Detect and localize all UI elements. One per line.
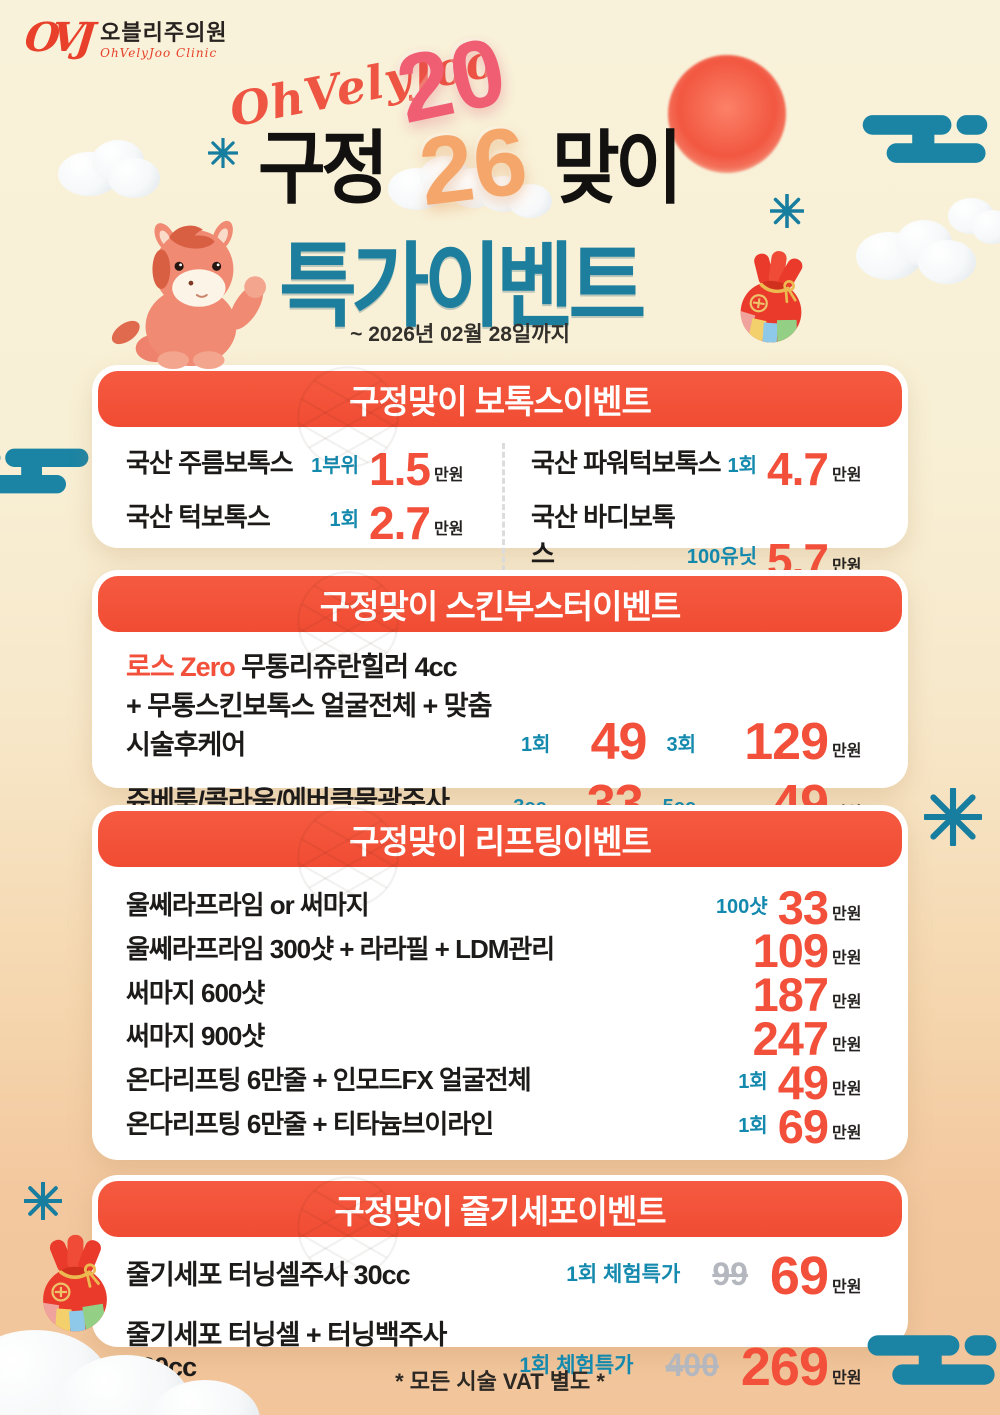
price-row: 온다리프팅 6만줄 + 인모드FX 얼굴전체 1회 49 만원: [126, 1055, 878, 1109]
item-price: 33: [777, 880, 829, 934]
item-unit: 3회: [666, 734, 696, 757]
item-price: 109: [752, 924, 829, 978]
price-row: 울쎄라프라임 or 써마지 100샷 33 만원: [126, 880, 878, 934]
price-row: 국산 파워턱보톡스 1회 4.7 만원: [531, 442, 878, 495]
item-price: 49: [777, 1055, 829, 1109]
item-unit: 1회: [738, 1114, 768, 1137]
hero-title-post: 맞이: [552, 124, 683, 213]
lucky-bag-icon: [721, 242, 824, 354]
section-card-botox: 구정맞이 보톡스이벤트 국산 주름보톡스 1부위 1.5 만원 국산 턱보톡스 …: [92, 365, 908, 583]
item-old-price: 400: [665, 1347, 719, 1383]
section-header: 구정맞이 리프팅이벤트: [98, 811, 902, 867]
item-old-price: 99: [712, 1256, 748, 1292]
price-suffix: 만원: [832, 1279, 862, 1296]
price-suffix: 만원: [832, 993, 862, 1011]
item-name: 온다리프팅 6만줄 + 인모드FX 얼굴전체: [126, 1065, 532, 1096]
section-card-skinbooster: 구정맞이 스킨부스터이벤트 로스 Zero 무통리쥬란힐러 4cc + 무통스킨…: [92, 570, 908, 830]
item-price: 269: [740, 1337, 829, 1398]
section-title: 구정맞이 리프팅이벤트: [349, 823, 652, 860]
item-name: 울쎄라프라임 300샷 + 라라필 + LDM관리: [126, 933, 555, 964]
item-unit: 100유닛: [686, 546, 758, 568]
price-list: 국산 주름보톡스 1부위 1.5 만원 국산 턱보톡스 1회 2.7 만원 국산…: [92, 427, 908, 594]
clinic-name-en: OhVelyJoo Clinic: [100, 46, 218, 60]
price-suffix: 만원: [832, 1370, 862, 1387]
item-unit: 1회 체험특가: [519, 1354, 634, 1377]
section-title: 구정맞이 줄기세포이벤트: [334, 1193, 666, 1230]
price-suffix: 만원: [434, 467, 464, 484]
item-name: 국산 바디보톡스: [531, 502, 676, 569]
section-card-lifting: 구정맞이 리프팅이벤트 울쎄라프라임 or 써마지 100샷 33 만원 울쎄라…: [92, 805, 908, 1160]
section-card-stemcell: 구정맞이 줄기세포이벤트 줄기세포 터닝셀주사 30cc 1회 체험특가 99 …: [92, 1175, 908, 1394]
section-header: 구정맞이 스킨부스터이벤트: [98, 576, 902, 632]
lucky-bag-icon: [28, 1232, 122, 1337]
cloud-motif-icon: [0, 448, 89, 494]
price-suffix: 만원: [832, 906, 862, 923]
price-list: 울쎄라프라임 or 써마지 100샷 33 만원 울쎄라프라임 300샷 + 라…: [92, 867, 908, 1163]
logo-monogram: OVJ: [22, 14, 91, 61]
item-price: 69: [769, 1246, 829, 1307]
item-name-accent: 로스 Zero: [126, 652, 236, 682]
event-period: ~ 2026년 02월 28일까지: [350, 323, 570, 346]
price-row: 써마지 900샷 247 만원: [126, 1012, 878, 1066]
item-name: 국산 주름보톡스: [126, 448, 294, 478]
item-price: 69: [777, 1099, 829, 1153]
price-row: 온다리프팅 6만줄 + 티타늄브이라인 1회 69 만원: [126, 1099, 878, 1153]
section-header: 구정맞이 줄기세포이벤트: [98, 1181, 902, 1237]
section-title: 구정맞이 보톡스이벤트: [349, 383, 652, 420]
item-unit: 1회: [738, 1071, 768, 1094]
item-name: 온다리프팅 6만줄 + 티타늄브이라인: [126, 1108, 494, 1139]
item-unit: 1회 체험특가: [566, 1263, 681, 1286]
price-row: 줄기세포 터닝셀주사 30cc 1회 체험특가 99 69 만원: [126, 1246, 878, 1307]
price-row: 울쎄라프라임 300샷 + 라라필 + LDM관리 109 만원: [126, 924, 878, 978]
item-price: 247: [752, 1012, 829, 1066]
price-row: 로스 Zero 무통리쥬란힐러 4cc + 무통스킨보톡스 얼굴전체 + 맞춤 …: [126, 648, 878, 771]
item-name: 써마지 600샷: [126, 977, 265, 1008]
sparkle-icon: [24, 1182, 62, 1220]
clinic-logo: OVJ 오블리주의원 OhVelyJoo Clinic: [22, 14, 228, 61]
item-unit: 100샷: [715, 896, 768, 918]
price-row: 국산 턱보톡스 1회 2.7 만원: [126, 496, 480, 549]
hero-title-pre: 구정: [258, 124, 389, 213]
sparkle-icon: [924, 788, 982, 846]
price-suffix: 만원: [832, 1037, 862, 1055]
item-name-line2: + 무통스킨보톡스 얼굴전체 + 맞춤 시술후케어: [126, 691, 492, 761]
item-price: 129: [744, 712, 829, 771]
sun-circle: [668, 55, 786, 173]
price-suffix: 만원: [832, 743, 862, 761]
horse-plush-mascot: [111, 220, 266, 370]
price-suffix: 만원: [832, 1081, 862, 1099]
item-name: 국산 턱보톡스: [126, 502, 271, 532]
clinic-name-kr: 오블리주의원: [100, 20, 228, 45]
item-unit: 1회: [727, 455, 758, 477]
item-name: 써마지 900샷: [126, 1021, 265, 1052]
section-title: 구정맞이 스킨부스터이벤트: [319, 588, 681, 625]
item-price: 1.5: [369, 442, 431, 495]
vat-note: * 모든 시술 VAT 별도 *: [395, 1369, 605, 1394]
item-unit: 1회: [329, 509, 360, 531]
section-header: 구정맞이 보톡스이벤트: [98, 371, 902, 427]
price-suffix: 만원: [832, 1124, 862, 1142]
price-suffix: 만원: [434, 521, 464, 538]
item-name: 울쎄라프라임 or 써마지: [126, 890, 370, 920]
price-suffix: 만원: [832, 467, 862, 484]
item-price: 187: [752, 968, 829, 1022]
item-price: 2.7: [369, 496, 431, 549]
item-price: 4.7: [767, 442, 829, 495]
hero-title-block: OhVelyJoo 20 26 구정 맞이 특가이벤트 ~ 2026년 02월 …: [0, 0, 1000, 360]
item-name: 국산 파워턱보톡스: [531, 448, 722, 478]
price-row: 국산 주름보톡스 1부위 1.5 만원: [126, 442, 480, 495]
item-name-rest: 무통리쥬란힐러 4cc: [241, 652, 457, 682]
item-unit: 1회: [520, 734, 551, 757]
item-price: 49: [590, 712, 648, 771]
price-row: 써마지 600샷 187 만원: [126, 968, 878, 1022]
item-unit: 1부위: [311, 455, 360, 477]
hero-main-title: 특가이벤트: [279, 236, 646, 338]
item-name: 로스 Zero 무통리쥬란힐러 4cc + 무통스킨보톡스 얼굴전체 + 맞춤 …: [126, 648, 521, 765]
price-row: 국산 바디보톡스 100유닛 5.7 만원: [531, 497, 878, 583]
item-name: 줄기세포 터닝셀주사 30cc: [126, 1260, 411, 1290]
year-balloon-26: 26: [413, 106, 533, 227]
price-suffix: 만원: [832, 949, 862, 967]
